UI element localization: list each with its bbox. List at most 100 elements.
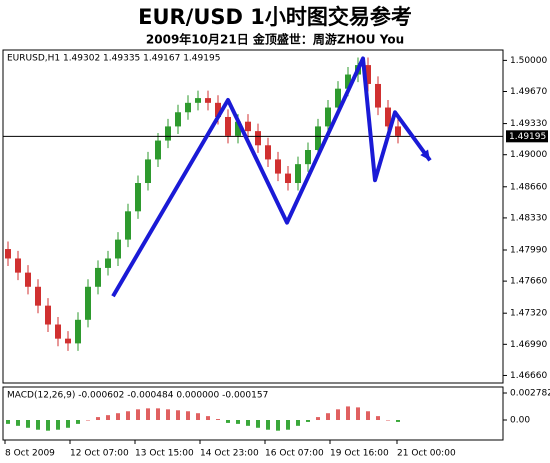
x-tick-label: 12 Oct 07:00 (70, 449, 129, 459)
y-tick-label: 1.47990 (510, 245, 547, 255)
macd-bar (286, 420, 290, 430)
current-price-box (506, 130, 548, 143)
macd-bar (376, 416, 380, 421)
candle-body (255, 131, 261, 146)
candle-body (185, 102, 191, 113)
macd-bar (276, 420, 280, 431)
macd-bar (166, 409, 170, 421)
candle-body (285, 173, 291, 184)
macd-bar (176, 410, 180, 421)
candle-body (265, 145, 271, 160)
x-tick-label: 8 Oct 2009 (5, 449, 55, 459)
macd-bar (136, 409, 140, 421)
macd-bar (206, 416, 210, 421)
candle-body (125, 211, 131, 240)
candle-body (75, 319, 81, 344)
macd-bar (296, 420, 300, 426)
candle-body (385, 107, 391, 127)
candle-body (95, 267, 101, 287)
candle-body (375, 83, 381, 108)
macd-bar (86, 420, 90, 421)
zigzag-line (111, 56, 432, 298)
macd-bar (386, 420, 390, 421)
macd-bar (356, 407, 360, 421)
macd-bar (246, 420, 250, 426)
macd-bar (76, 420, 80, 424)
y-tick-label: 1.50000 (510, 56, 547, 66)
candle-body (305, 149, 311, 165)
macd-bar (346, 406, 350, 421)
macd-bar (36, 420, 40, 430)
candle-body (315, 126, 321, 150)
x-tick-label: 19 Oct 16:00 (330, 449, 389, 459)
candle-body (15, 258, 21, 273)
macd-bar (226, 420, 230, 423)
macd-header: MACD(12,26,9) -0.000602 -0.000484 0.0000… (7, 391, 268, 401)
macd-bar (116, 413, 120, 421)
x-tick-label: 16 Oct 07:00 (265, 449, 324, 459)
macd-bar (6, 420, 10, 424)
candle-body (245, 121, 251, 132)
current-price-label: 1.49195 (509, 132, 546, 142)
macd-bar (96, 417, 100, 421)
macd-panel (2, 386, 504, 441)
macd-bar (146, 408, 150, 421)
macd-bar (216, 419, 220, 421)
candle-body (335, 88, 341, 108)
candle-body (145, 159, 151, 184)
macd-bar (46, 420, 50, 431)
macd-bar (56, 420, 60, 430)
y-tick-label: 1.49330 (510, 119, 547, 129)
candle-body (205, 98, 211, 103)
candle-body (275, 159, 281, 174)
x-tick-label: 13 Oct 15:00 (135, 449, 194, 459)
macd-bar (336, 409, 340, 421)
macd-bar (396, 420, 400, 422)
candle-body (5, 249, 11, 259)
macd-bar (266, 420, 270, 430)
macd-bar (186, 411, 190, 421)
y-tick-label: 1.49000 (510, 150, 547, 160)
candle-body (45, 305, 51, 325)
macd-bar (156, 408, 160, 421)
macd-bar (16, 420, 20, 426)
candle-body (295, 164, 301, 184)
macd-bar (106, 415, 110, 421)
candle-body (365, 65, 371, 84)
candle-body (175, 112, 181, 127)
candle-body (325, 107, 331, 127)
macd-bar (366, 411, 370, 421)
candle-body (35, 286, 41, 306)
macd-bar (316, 417, 320, 421)
macd-bar (326, 413, 330, 421)
chart-header: EURUSD,H1 1.49302 1.49335 1.49167 1.4919… (7, 54, 220, 64)
candle-body (225, 116, 231, 136)
macd-bar (126, 411, 130, 421)
macd-bar (236, 420, 240, 424)
candle-body (395, 126, 401, 136)
candle-body (115, 239, 121, 259)
macd-y-tick-label: 0.00 (510, 416, 530, 426)
chart-title: EUR/USD 1小时图交易参考 (138, 5, 412, 29)
candle-body (195, 98, 201, 103)
candle-body (25, 272, 31, 287)
macd-bar (26, 420, 30, 428)
candle-body (215, 102, 221, 117)
y-tick-label: 1.47320 (510, 309, 547, 319)
y-tick-label: 1.48330 (510, 213, 547, 223)
macd-bar (306, 420, 310, 422)
chart-subtitle: 2009年10月21日 金顶盛世：周游ZHOU You (146, 32, 404, 47)
candle-body (55, 324, 61, 339)
candle-body (155, 140, 161, 160)
y-tick-label: 1.46660 (510, 371, 547, 381)
x-tick-label: 21 Oct 00:00 (397, 449, 456, 459)
y-tick-label: 1.46990 (510, 340, 547, 350)
macd-bar (196, 413, 200, 421)
y-tick-label: 1.47660 (510, 277, 547, 287)
candle-body (135, 183, 141, 212)
y-tick-label: 1.49670 (510, 87, 547, 97)
main-panel (2, 49, 504, 384)
candle-body (235, 121, 241, 136)
candle-body (65, 338, 71, 344)
